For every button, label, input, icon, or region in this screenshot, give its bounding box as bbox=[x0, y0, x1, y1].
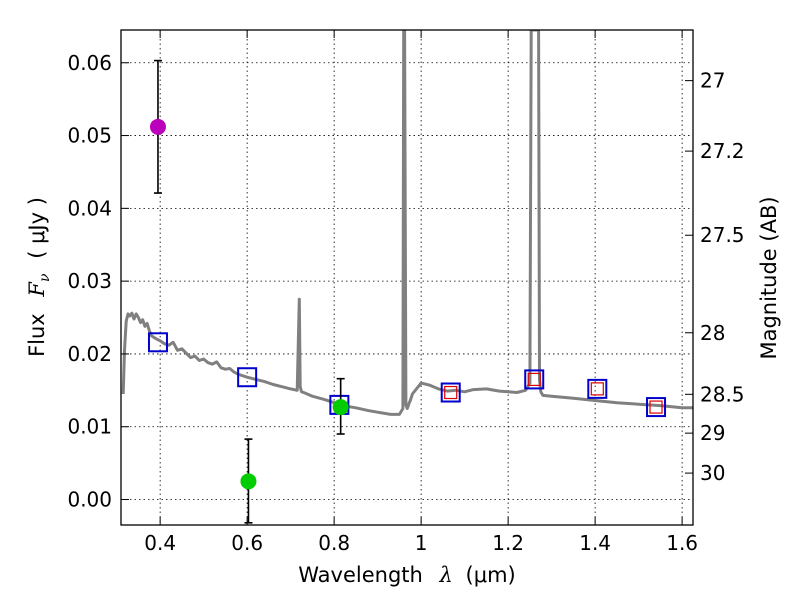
magnitude-tick-label: 28.5 bbox=[700, 382, 745, 406]
grid-lines bbox=[121, 30, 693, 525]
model-broadband-square bbox=[440, 382, 461, 403]
x-tick-label: 0.4 bbox=[144, 531, 176, 555]
model-inner-square bbox=[527, 372, 541, 387]
magnitude-tick-label: 29 bbox=[700, 421, 725, 445]
y-tick-label: 0.01 bbox=[67, 415, 112, 439]
detection-point bbox=[332, 399, 349, 416]
model-inner-square bbox=[590, 382, 604, 396]
x-axis-title: Wavelength λ (μm) bbox=[298, 563, 515, 587]
magnitude-tick-label: 30 bbox=[700, 461, 725, 485]
detection-point bbox=[149, 118, 166, 135]
model-broadband-square bbox=[646, 397, 667, 418]
magnitude-tick-label: 27.2 bbox=[700, 139, 745, 163]
x-tick-label: 1 bbox=[415, 531, 428, 555]
y-axis-title: Flux Fν ( μJy ) bbox=[25, 197, 54, 357]
y-tick-label: 0.05 bbox=[67, 124, 112, 148]
x-tick-label: 1.4 bbox=[579, 531, 611, 555]
magnitude-axis-ticks: 27 27.2 27.5 28 28.5 29 30 bbox=[685, 69, 745, 485]
model-broadband-square bbox=[237, 367, 258, 388]
x-tick-label: 1.2 bbox=[492, 531, 524, 555]
model-broadband-square bbox=[587, 378, 608, 399]
sed-model-line bbox=[121, 30, 693, 416]
x-tick-label: 1.6 bbox=[666, 531, 698, 555]
plot-frame bbox=[120, 29, 694, 526]
model-inner-square bbox=[649, 400, 663, 414]
series-layer bbox=[121, 30, 693, 416]
model-broadband-square bbox=[524, 369, 545, 390]
marker-layer bbox=[147, 59, 667, 524]
y-tick-label: 0.00 bbox=[67, 488, 112, 512]
magnitude-tick-label: 27.5 bbox=[700, 223, 745, 247]
x-tick-label: 0.6 bbox=[231, 531, 263, 555]
magnitude-tick-label: 27 bbox=[700, 69, 725, 93]
detection-point bbox=[240, 473, 257, 490]
y-tick-label: 0.03 bbox=[67, 269, 112, 293]
model-inner-square bbox=[444, 385, 458, 400]
y-axis-ticks: 0.00 0.01 0.02 0.03 0.04 0.05 0.06 bbox=[67, 51, 129, 512]
y-tick-label: 0.04 bbox=[67, 196, 112, 220]
magnitude-axis-title: Magnitude (AB) bbox=[757, 196, 781, 359]
y-tick-label: 0.06 bbox=[67, 51, 112, 75]
y-tick-label: 0.02 bbox=[67, 342, 112, 366]
x-axis-ticks: 0.4 0.6 0.8 1 1.2 1.4 1.6 bbox=[144, 30, 698, 555]
magnitude-tick-label: 28 bbox=[700, 321, 725, 345]
x-tick-label: 0.8 bbox=[318, 531, 350, 555]
model-broadband-square bbox=[147, 332, 168, 353]
